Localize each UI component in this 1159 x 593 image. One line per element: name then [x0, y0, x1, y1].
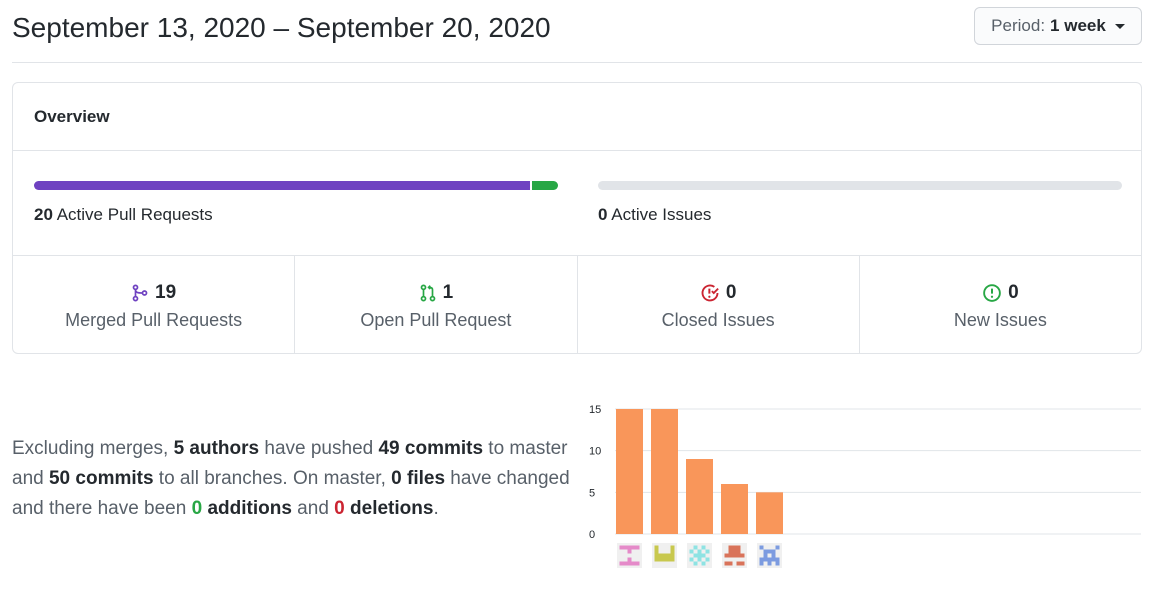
active-issues-label: Active Issues [611, 205, 712, 224]
overview-header: Overview [13, 83, 1141, 151]
pull-requests-bar[interactable] [34, 181, 558, 190]
commit-summary: Excluding merges, 5 authors have pushed … [12, 434, 582, 524]
period-prefix: Period: [991, 16, 1046, 35]
author-avatar[interactable] [757, 543, 782, 568]
summary-text: have changed and there have been [12, 468, 570, 519]
open-label: Open Pull Request [360, 310, 512, 330]
authors-count: 5 authors [173, 438, 260, 459]
closed-issue-icon [701, 284, 719, 302]
divider [13, 255, 1141, 256]
all-commits-count: 50 commits [48, 468, 154, 489]
active-pull-requests-link[interactable]: 20 Active Pull Requests [34, 205, 213, 225]
header: September 13, 2020 – September 20, 2020 … [12, 0, 1142, 63]
summary-text: to all branches. On master, [153, 468, 392, 489]
bar[interactable] [651, 409, 678, 534]
deletions-label: deletions [344, 498, 434, 519]
summary-text: Excluding merges, [12, 438, 174, 459]
active-prs-label: Active Pull Requests [56, 205, 213, 224]
commits-by-author-chart: 0 5 10 15 [589, 404, 1141, 568]
period-value: 1 week [1050, 16, 1106, 35]
date-range-title: September 13, 2020 – September 20, 2020 [12, 12, 551, 43]
author-avatar[interactable] [617, 543, 642, 568]
overview-box: Overview 20 Active Pull Requests 0 Activ… [12, 82, 1142, 354]
merged-count: 19 [155, 282, 177, 303]
active-prs-count: 20 [34, 205, 53, 224]
author-avatar[interactable] [652, 543, 677, 568]
files-count: 0 files [391, 468, 446, 489]
author-avatar[interactable] [687, 543, 712, 568]
active-issues-count: 0 [598, 205, 608, 224]
deletions-count: 0 [334, 498, 345, 519]
summary-text: have pushed [259, 438, 379, 459]
active-issues-link[interactable]: 0 Active Issues [598, 205, 711, 225]
merge-icon [132, 284, 148, 302]
summary-text: . [433, 498, 439, 519]
new-issues-count: 0 [1008, 282, 1019, 303]
summary-text: to master and [12, 438, 568, 489]
closed-count: 0 [725, 282, 737, 303]
y-tick-label: 0 [589, 529, 595, 541]
period-dropdown[interactable]: Period: 1 week [974, 7, 1142, 45]
author-avatar[interactable] [722, 543, 747, 568]
open-segment [531, 181, 558, 190]
closed-issues-cell[interactable]: 0 Closed Issues [578, 256, 860, 354]
open-count: 1 [442, 282, 454, 303]
y-tick-label: 5 [589, 487, 595, 499]
master-commits-count: 49 commits [378, 438, 484, 459]
bar[interactable] [616, 409, 643, 534]
merged-label: Merged Pull Requests [65, 310, 243, 330]
caret-down-icon [1114, 23, 1125, 29]
merged-segment [34, 181, 530, 190]
bar[interactable] [721, 484, 748, 534]
closed-label: Closed Issues [661, 310, 775, 330]
pull-request-icon [420, 284, 435, 302]
y-tick-label: 15 [589, 404, 601, 416]
overview-title: Overview [34, 107, 110, 126]
bar[interactable] [756, 492, 783, 534]
issues-bar [598, 181, 1122, 190]
y-tick-label: 10 [589, 446, 601, 458]
bar[interactable] [686, 459, 713, 534]
new-issues-cell[interactable]: 0 New Issues [860, 256, 1141, 354]
summary-text: and [291, 498, 335, 519]
merged-pull-requests-cell[interactable]: 19 Merged Pull Requests [13, 256, 296, 354]
additions-label: additions [202, 498, 292, 519]
overview-stats: 19 Merged Pull Requests 1 Open Pull Requ… [13, 256, 1141, 354]
new-issues-label: New Issues [953, 310, 1047, 330]
additions-count: 0 [191, 498, 203, 519]
issue-icon [983, 284, 1001, 302]
open-pull-request-cell[interactable]: 1 Open Pull Request [295, 256, 578, 354]
